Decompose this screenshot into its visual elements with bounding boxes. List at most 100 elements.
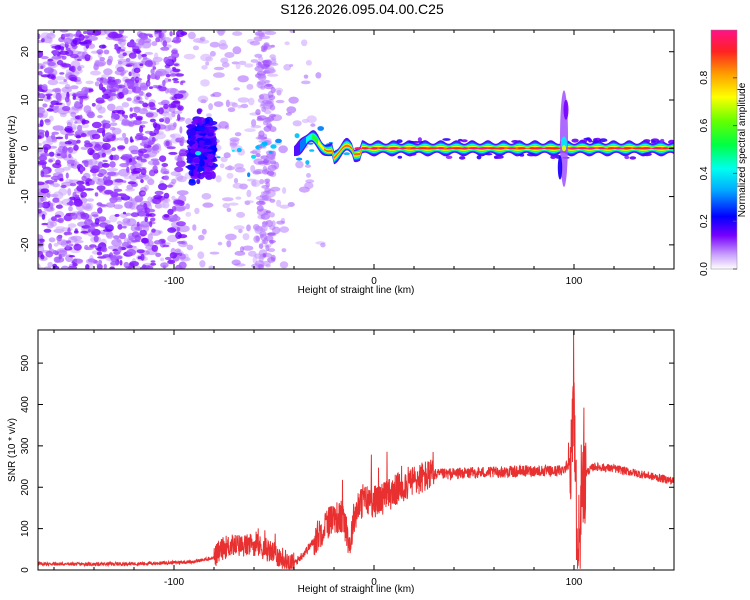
spectrogram-cell [151, 150, 160, 154]
spectrogram-cell [107, 93, 117, 97]
spectrogram-cell [149, 220, 153, 228]
snr-y-tick-label: 400 [20, 396, 31, 413]
spectrogram-cell [38, 181, 45, 186]
spectrogram-cell [198, 119, 203, 126]
spectrogram-cell [261, 194, 269, 201]
spectrogram-cell [238, 228, 243, 234]
spectrogram-cell [119, 259, 123, 266]
spectrogram-cell [167, 234, 178, 243]
spectrogram-cell [159, 155, 167, 162]
spectrogram-cell [56, 97, 62, 103]
spectrogram-cell [178, 252, 183, 256]
spectrogram-cell [69, 196, 76, 201]
spectrogram-cell [158, 86, 167, 92]
spectrogram-cell [262, 165, 268, 173]
spectrogram-cell [152, 160, 160, 166]
spectrogram-cell [263, 97, 268, 101]
spectrogram-cell [399, 147, 407, 150]
spectrogram-cell [235, 63, 241, 70]
spectrogram-cell [142, 264, 147, 268]
spectrogram-cell [58, 254, 62, 260]
spectrogram-cell [599, 138, 608, 143]
spectrogram-cell [265, 83, 272, 87]
snr-panel: -100 0 100 0 100 200 300 400 500 Height of strai… [7, 329, 675, 595]
spectrogram-cell [140, 168, 147, 176]
spectrogram-cell [70, 111, 77, 118]
spectrogram-cell [63, 33, 71, 37]
spectrogram-cell [39, 119, 44, 127]
spectrogram-cell [50, 100, 59, 105]
spectrogram-cell [410, 147, 418, 150]
snr-y-tick-label: 500 [20, 354, 31, 371]
spectrogram-cell [289, 30, 295, 34]
spectrogram-cell [171, 205, 177, 211]
spectrogram-cell [177, 113, 181, 121]
spectrogram-cell [115, 49, 126, 52]
spectrogram-cell [270, 144, 277, 149]
spectrogram-cell [152, 165, 158, 172]
spectrogram-cell [40, 74, 51, 78]
spectrogram-cell [63, 214, 73, 222]
spectrogram-cell [55, 204, 63, 209]
spectrogram-cell [103, 68, 113, 76]
spectrogram-cell [165, 73, 171, 78]
spectrogram-cell [242, 245, 254, 251]
spectrogram-cell [240, 103, 249, 109]
spectrogram-cell [55, 136, 64, 140]
spectrogram-y-tick-label: 10 [20, 94, 31, 106]
spectrogram-cell [52, 50, 59, 55]
spectrogram-cell [487, 147, 499, 150]
spectrogram-cell [178, 149, 187, 157]
spectrogram-cell [146, 147, 152, 153]
spectrogram-cell [163, 103, 169, 110]
spectrogram-cell [511, 140, 519, 143]
spectrogram-cell [113, 251, 121, 255]
spectrogram-cell [114, 43, 119, 50]
spectrogram-cell [250, 165, 256, 173]
spectrogram-cell [71, 261, 75, 264]
spectrogram-cell [88, 180, 95, 186]
spectrogram-cell [52, 88, 61, 93]
spectrogram-cell [224, 52, 235, 58]
spectrogram-cell [255, 109, 261, 116]
spectrogram-cell [167, 259, 176, 265]
spectrogram-cell [178, 261, 187, 269]
spectrogram-cell [38, 33, 41, 40]
spectrogram-cell [114, 84, 120, 92]
spectrogram-cell [257, 160, 266, 165]
spectrogram-cell [142, 107, 147, 112]
spectrogram-cell [172, 68, 181, 73]
spectrogram-cell [139, 229, 147, 237]
spectrogram-cell [176, 156, 183, 162]
spectrogram-cell [642, 147, 651, 150]
spectrogram-cell [268, 150, 273, 154]
spectrogram-marks [38, 30, 674, 269]
spectrogram-cell [136, 96, 141, 100]
spectrogram-cell [247, 172, 251, 177]
spectrogram-cell [249, 41, 261, 46]
spectrogram-cell [226, 240, 232, 248]
spectrogram-cell [476, 155, 482, 160]
spectrogram-cell [206, 113, 212, 118]
spectrogram-cell [92, 172, 97, 177]
spectrogram-cell [40, 153, 51, 157]
spectrogram-cell [59, 72, 65, 75]
spectrogram-cell [117, 224, 123, 230]
spectrogram-cell [98, 216, 107, 222]
spectrogram-cell [171, 195, 176, 201]
spectrogram-cell [237, 75, 249, 83]
spectrogram-cell [38, 154, 47, 162]
spectrogram-cell [289, 64, 294, 67]
spectrogram-cell [187, 31, 196, 40]
spectrogram-cell [172, 100, 181, 104]
spectrogram-cell [286, 106, 297, 114]
burst-core [562, 145, 566, 152]
spectrogram-cell [75, 93, 84, 96]
spectrogram-cell [107, 103, 116, 112]
spectrogram-cell [197, 251, 205, 259]
spectrogram-cell [125, 188, 135, 192]
spectrogram-cell [266, 170, 275, 176]
spectrogram-cell [100, 246, 108, 253]
spectrogram-cell [38, 63, 46, 70]
spectrogram-cell [101, 142, 111, 150]
